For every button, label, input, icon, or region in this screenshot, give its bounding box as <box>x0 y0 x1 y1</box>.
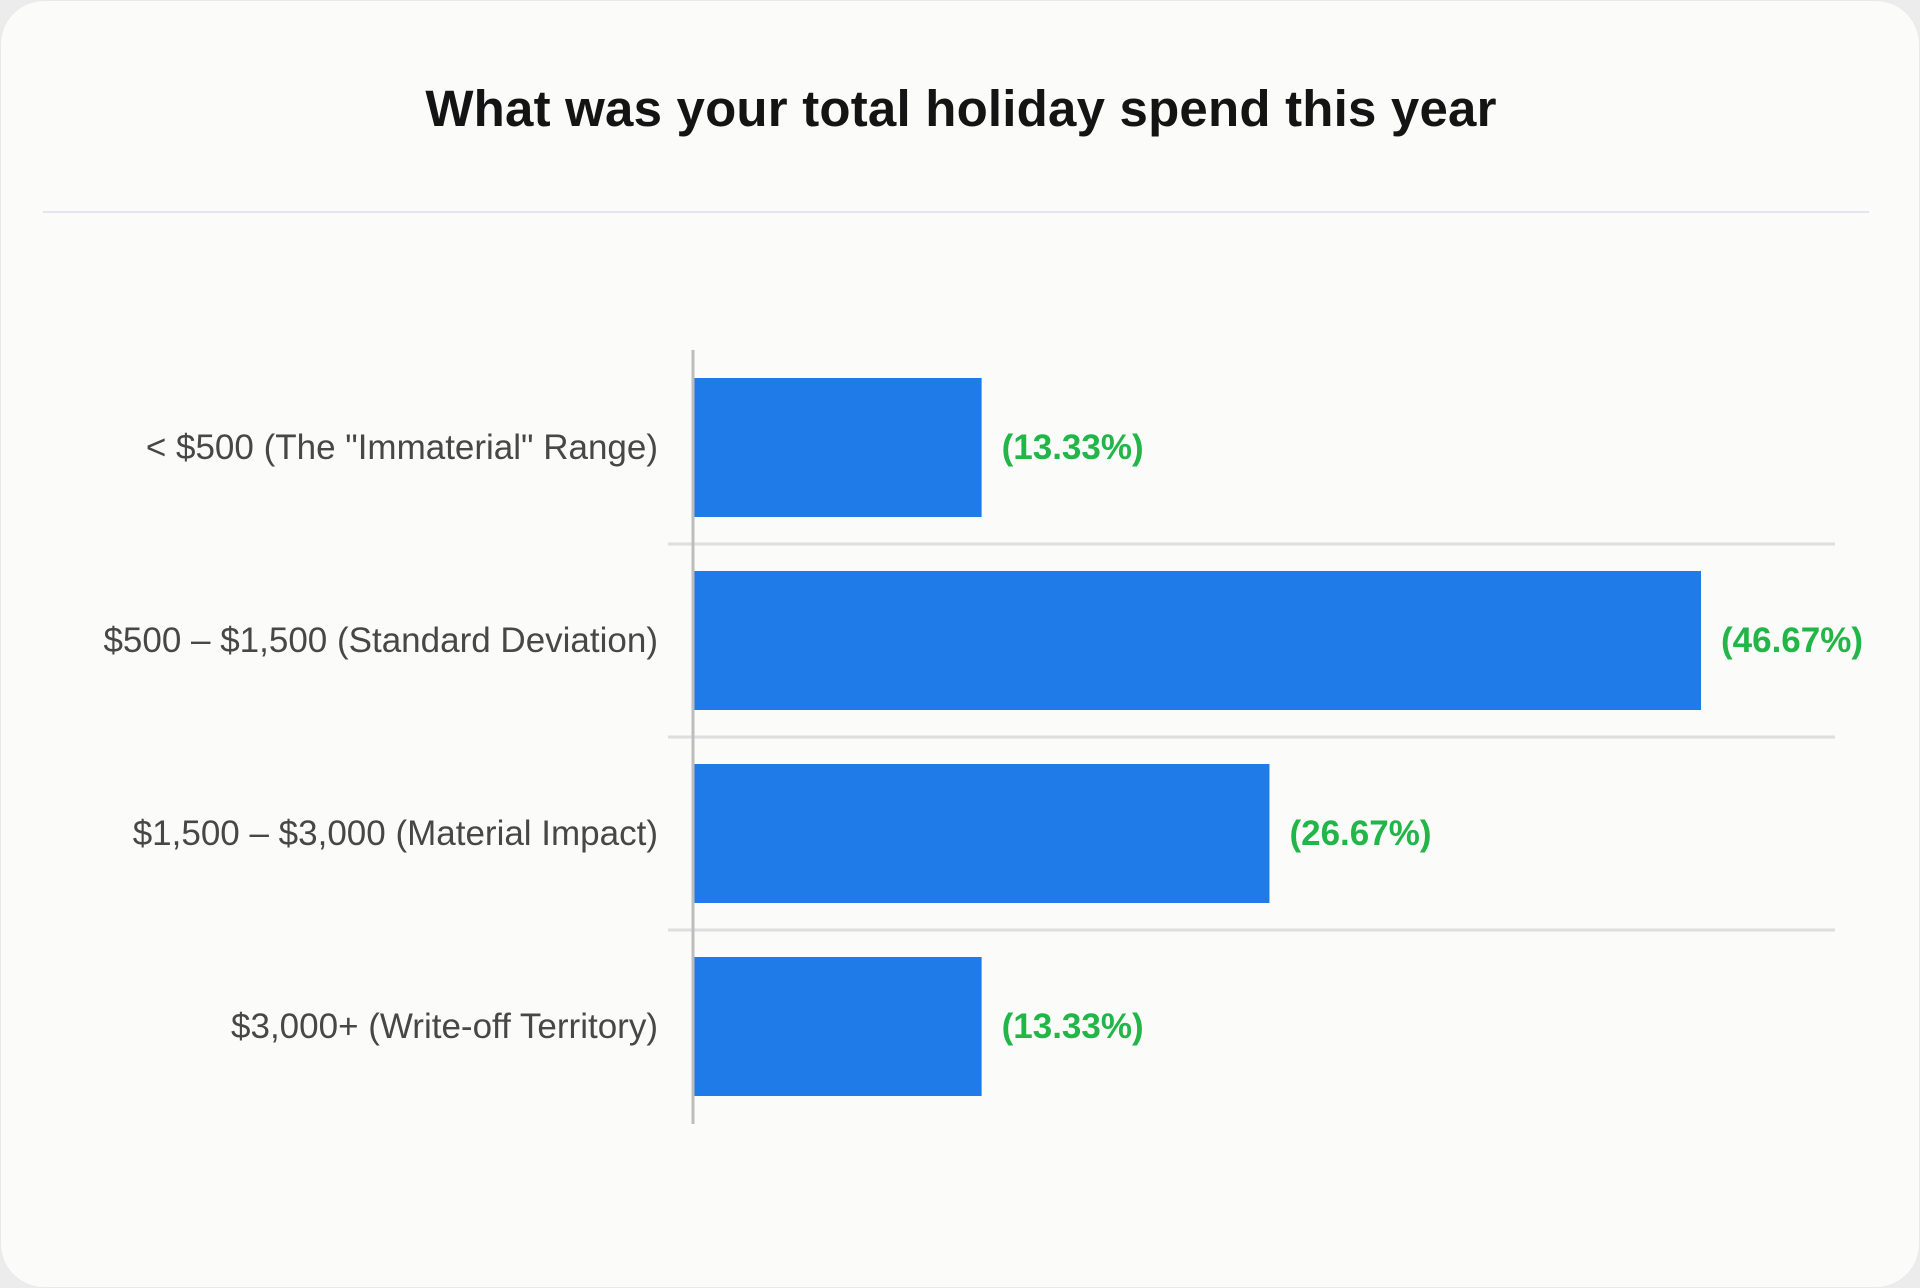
bar-2 <box>694 571 1701 710</box>
bar-4 <box>694 957 982 1096</box>
chart-title: What was your total holiday spend this y… <box>425 80 1497 137</box>
title-divider <box>43 211 1869 213</box>
category-label: < $500 (The "Immaterial" Range) <box>146 428 658 467</box>
value-label: (46.67%) <box>1721 621 1863 660</box>
value-label: (13.33%) <box>1002 428 1144 467</box>
bar-1 <box>694 378 982 517</box>
value-label: (13.33%) <box>1002 1007 1144 1046</box>
bar-3 <box>694 764 1270 903</box>
category-label: $3,000+ (Write-off Territory) <box>231 1007 658 1046</box>
category-label: $1,500 – $3,000 (Material Impact) <box>133 814 658 853</box>
category-label: $500 – $1,500 (Standard Deviation) <box>103 621 658 660</box>
value-label: (26.67%) <box>1289 814 1431 853</box>
